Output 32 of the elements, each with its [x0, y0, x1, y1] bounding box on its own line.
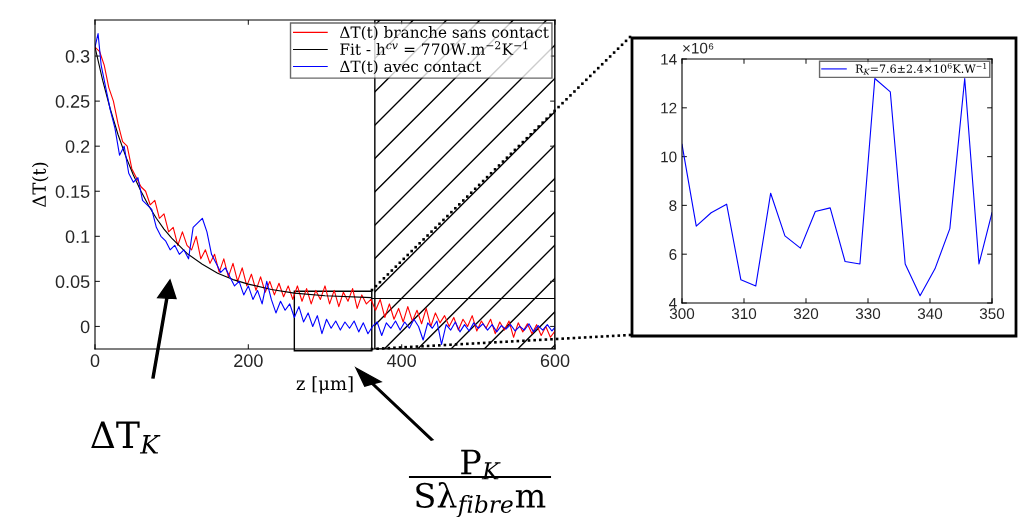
text: Sλ$_{fibre}$m [416, 482, 546, 517]
y-tick-label: 10 [661, 151, 677, 163]
legend-label: R$_{K}$=7.6±2.4×10$^{6}$K.W$^{−1}$ [855, 62, 987, 75]
x-tick-label: 330 [855, 308, 881, 320]
legend-label: Fit - h$^{cv}$ = 770W.m$^{−2}$K$^{−1}$ [340, 41, 528, 55]
x-tick-label: 200 [234, 354, 263, 368]
y-tick-label: 0.3 [65, 49, 90, 63]
y-tick-label: 0 [80, 320, 90, 334]
y-tick-label: 14 [661, 54, 677, 65]
x-tick-label: 600 [540, 354, 570, 368]
x-tick-label: 340 [917, 308, 943, 320]
y-axis-title: ΔT(t) [31, 162, 49, 208]
text: ΔT$_{K}$ [91, 421, 161, 454]
y-tick-label: 6 [669, 249, 677, 260]
y-tick-label: 0.1 [65, 230, 90, 244]
x-tick-label: 300 [669, 308, 695, 320]
y-tick-label: 12 [661, 102, 677, 114]
x-tick-label: 400 [387, 354, 417, 368]
legend-label: ΔT(t) avec contact [339, 60, 482, 75]
text: ×10⁶ [683, 42, 714, 54]
x-axis-title: z [μm] [296, 376, 353, 394]
y-tick-label: 0.2 [65, 140, 90, 153]
y-tick-label: 0.15 [55, 185, 90, 198]
x-tick-label: 350 [979, 308, 1005, 320]
y-tick-label: 0.05 [55, 275, 90, 289]
x-tick-label: 320 [793, 308, 819, 320]
x-tick-label: 310 [731, 308, 757, 320]
y-tick-label: 0.25 [55, 95, 90, 108]
legend-label: ΔT(t) branche sans contact [339, 26, 549, 41]
x-tick-label: 0 [90, 354, 100, 368]
y-tick-label: 8 [669, 200, 677, 212]
y-tick-label: 4 [668, 298, 677, 309]
